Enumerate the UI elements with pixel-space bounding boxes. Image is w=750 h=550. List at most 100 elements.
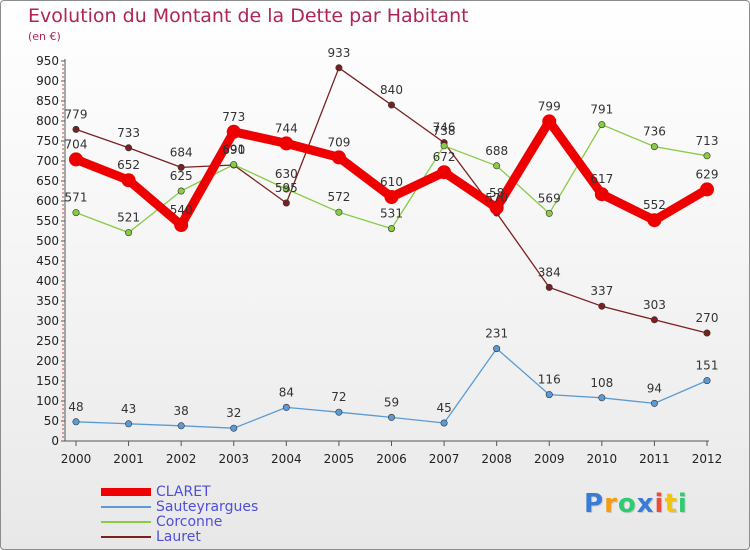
x-tick-label: 2003 xyxy=(218,452,249,466)
legend-swatch xyxy=(101,536,151,538)
logo-letter: P xyxy=(584,489,605,519)
y-tick-label: 900 xyxy=(36,74,59,88)
data-label: 571 xyxy=(65,191,88,205)
data-point xyxy=(598,302,606,310)
data-point xyxy=(700,182,714,197)
data-point xyxy=(177,163,185,171)
x-tick-label: 2000 xyxy=(61,452,92,466)
x-tick-label: 2002 xyxy=(166,452,197,466)
y-tick-label: 850 xyxy=(36,94,59,108)
data-label: 840 xyxy=(380,83,403,97)
data-label: 799 xyxy=(538,99,561,113)
data-point xyxy=(437,165,452,180)
data-label: 933 xyxy=(327,46,350,60)
data-point xyxy=(384,190,399,204)
data-point xyxy=(72,125,80,133)
y-tick-label: 250 xyxy=(36,334,59,348)
data-label: 116 xyxy=(538,373,561,387)
y-tick-label: 50 xyxy=(44,414,59,428)
x-tick-label: 2004 xyxy=(271,452,302,466)
data-label: 630 xyxy=(275,167,298,181)
data-label: 337 xyxy=(590,284,613,298)
data-point xyxy=(177,187,185,195)
data-label: 231 xyxy=(485,327,508,341)
y-tick-label: 600 xyxy=(36,194,59,208)
data-label: 43 xyxy=(121,402,136,416)
series-corconne xyxy=(72,121,711,237)
data-point xyxy=(282,403,290,411)
chart-title: Evolution du Montant de la Dette par Hab… xyxy=(28,5,469,27)
data-point xyxy=(545,283,553,291)
data-label: 151 xyxy=(696,359,719,373)
legend-swatch xyxy=(101,506,151,508)
x-tick-label: 2011 xyxy=(639,452,670,466)
x-tick-label: 2008 xyxy=(481,452,512,466)
proxiti-logo: Proxiti xyxy=(584,489,688,519)
x-tick-label: 2005 xyxy=(324,452,355,466)
data-label: 303 xyxy=(643,298,666,312)
data-point xyxy=(650,399,658,407)
data-point xyxy=(493,162,501,170)
data-label: 38 xyxy=(174,404,189,418)
y-tick-label: 650 xyxy=(36,174,59,188)
x-tick-label: 2012 xyxy=(692,452,723,466)
legend-label: Sauteyrargues xyxy=(156,499,259,515)
data-label: 709 xyxy=(327,135,350,149)
y-tick-label: 200 xyxy=(36,354,59,368)
chart-subtitle: (en €) xyxy=(28,30,61,43)
legend-label: Corconne xyxy=(156,514,223,530)
data-label: 32 xyxy=(226,406,241,420)
data-point xyxy=(703,329,711,337)
data-label: 733 xyxy=(117,126,140,140)
data-label: 58 xyxy=(489,186,504,200)
y-tick-label: 400 xyxy=(36,274,59,288)
data-point xyxy=(647,213,662,228)
logo-letter: x xyxy=(636,489,655,519)
data-label: 625 xyxy=(170,169,193,183)
data-point xyxy=(177,422,185,430)
legend-label: Lauret xyxy=(156,529,201,545)
data-label: 45 xyxy=(436,401,451,415)
data-label: 610 xyxy=(380,175,403,189)
data-label: 773 xyxy=(222,110,245,124)
data-label: 738 xyxy=(433,124,456,138)
data-label: 704 xyxy=(65,137,88,151)
data-point xyxy=(72,209,80,217)
data-point xyxy=(335,208,343,216)
x-tick-label: 2010 xyxy=(587,452,618,466)
axes: 0 50 100 150 200 250 300 350 400 450 500 550 600 650 7… xyxy=(36,54,722,466)
data-label: 108 xyxy=(590,376,613,390)
logo-letter: i xyxy=(677,489,688,519)
data-label: 688 xyxy=(485,144,508,158)
y-tick-label: 0 xyxy=(51,434,59,448)
y-tick-label: 100 xyxy=(36,394,59,408)
data-label: 569 xyxy=(538,191,561,205)
legend-swatch xyxy=(101,488,151,496)
data-point xyxy=(335,408,343,416)
y-tick-label: 950 xyxy=(36,54,59,68)
data-label: 531 xyxy=(380,207,403,221)
data-point xyxy=(703,152,711,160)
data-point xyxy=(650,316,658,324)
y-tick-label: 150 xyxy=(36,374,59,388)
data-label: 791 xyxy=(590,103,613,117)
series-claret xyxy=(69,114,714,232)
data-label: 617 xyxy=(590,172,613,186)
y-tick-label: 800 xyxy=(36,114,59,128)
data-label: 629 xyxy=(696,167,719,181)
data-label: 384 xyxy=(538,265,561,279)
data-label: 672 xyxy=(433,150,456,164)
data-point xyxy=(545,209,553,217)
legend-swatch xyxy=(101,521,151,523)
x-tick-label: 2007 xyxy=(429,452,460,466)
data-point xyxy=(230,424,238,432)
data-label: 595 xyxy=(275,181,298,195)
data-point xyxy=(72,418,80,426)
data-point xyxy=(545,391,553,399)
y-tick-label: 450 xyxy=(36,254,59,268)
y-tick-label: 700 xyxy=(36,154,59,168)
data-label: 521 xyxy=(117,211,140,225)
y-tick-label: 300 xyxy=(36,314,59,328)
